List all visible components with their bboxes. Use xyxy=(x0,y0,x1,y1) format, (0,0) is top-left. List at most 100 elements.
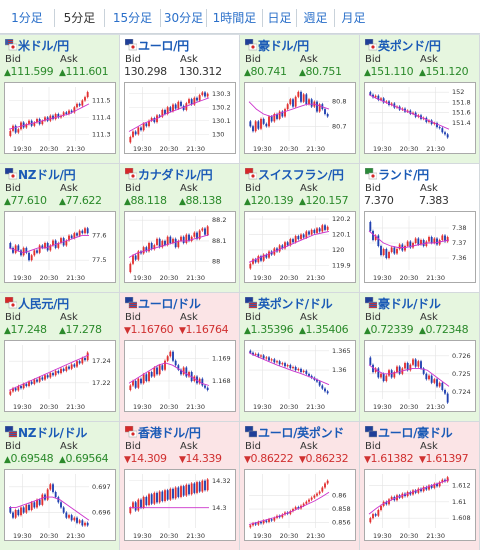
candle-body xyxy=(273,114,276,122)
tab-4[interactable]: 30分足 xyxy=(160,9,206,27)
currency-cell[interactable]: ランド/円 Bid Ask 7.370 7.383 7.38 7.37 7.36 19:30 20… xyxy=(360,164,480,293)
candle-body xyxy=(17,245,20,251)
pair-name-link[interactable]: ユーロ/豪ドル xyxy=(378,426,453,440)
candle-body xyxy=(406,363,409,371)
down-arrow-icon: ▼ xyxy=(124,455,131,465)
currency-cell[interactable]: ユーロ/円 Bid Ask 130.298 130.312 130.3 130.2 130.1… xyxy=(120,35,240,164)
currency-cell[interactable]: ユーロ/ドル Bid Ask ▼1.16760 ▼1.16764 1.169 1.168 19… xyxy=(120,293,240,422)
candle-body xyxy=(156,238,158,246)
candle-body xyxy=(142,247,145,254)
candle-body xyxy=(446,237,449,242)
candle-body xyxy=(174,487,177,499)
candle-body xyxy=(129,507,132,514)
pair-name-link[interactable]: 豪ドル/円 xyxy=(258,39,309,53)
bid-value: 130.298 xyxy=(124,65,167,78)
pair-name-link[interactable]: スイスフラン/円 xyxy=(258,168,344,182)
pair-name-link[interactable]: ユーロ/円 xyxy=(138,39,189,53)
candle-body xyxy=(273,517,276,521)
tab-5[interactable]: 1時間足 xyxy=(206,9,262,27)
candle-body xyxy=(12,512,14,518)
bid-price: 0.72339 xyxy=(370,323,414,336)
candle-body xyxy=(86,228,89,234)
tab-3[interactable]: 15分足 xyxy=(104,9,160,27)
candle-body xyxy=(305,94,308,105)
pair-name-link[interactable]: 豪ドル/ドル xyxy=(378,297,441,311)
candle-body xyxy=(169,107,172,112)
pair-name-link[interactable]: 人民元/円 xyxy=(18,297,69,311)
tab-6[interactable]: 日足 xyxy=(262,9,296,27)
candle-body xyxy=(65,240,68,246)
candle-body xyxy=(137,378,140,388)
candle-body xyxy=(438,382,441,387)
candle-body xyxy=(76,233,78,236)
tab-8[interactable]: 月足 xyxy=(334,9,372,27)
ask-value: ▼14.339 xyxy=(179,452,222,465)
pair-name-link[interactable]: 米ドル/円 xyxy=(18,39,69,53)
candle-body xyxy=(326,391,329,394)
candle-body xyxy=(36,250,38,253)
candle-body xyxy=(390,496,393,500)
x-tick-label: 21:30 xyxy=(426,403,445,411)
pair-name-link[interactable]: NZドル/ドル xyxy=(18,426,88,440)
candle-body xyxy=(268,357,270,361)
candle-body xyxy=(148,243,150,252)
y-tick-label: 0.696 xyxy=(92,509,111,517)
currency-cell[interactable]: 人民元/円 Bid Ask ▲17.248 ▲17.278 17.24 17.22 19:30… xyxy=(0,293,120,422)
ask-price: 1.61397 xyxy=(425,452,469,465)
candle-body xyxy=(326,480,329,484)
candle-body xyxy=(25,124,28,128)
pair-name-link[interactable]: カナダドル/円 xyxy=(138,168,213,182)
tab-2[interactable]: 5分足 xyxy=(54,9,104,27)
up-arrow-icon: ▲ xyxy=(4,68,11,78)
currency-cell[interactable]: 豪ドル/ドル Bid Ask ▲0.72339 ▲0.72348 0.726 0.725 0.… xyxy=(360,293,480,422)
candle-body xyxy=(382,373,385,381)
candle-body xyxy=(9,243,12,248)
candle-body xyxy=(33,502,36,508)
currency-cell[interactable]: NZドル/円 Bid Ask ▲77.610 ▲77.622 77.6 77.5 19:30 2… xyxy=(0,164,120,293)
candle-body xyxy=(380,373,382,378)
candle-body xyxy=(372,94,374,98)
candle-body xyxy=(302,234,305,238)
price-chart: 1.612 1.61 1.608 19:30 20:30 21:30 xyxy=(364,469,476,541)
ask-value: ▲0.69564 xyxy=(59,452,109,465)
pair-name-link[interactable]: 英ポンド/円 xyxy=(378,39,441,53)
pair-name-link[interactable]: 英ポンド/ドル xyxy=(258,297,333,311)
candle-body xyxy=(297,507,300,509)
currency-cell[interactable]: ユーロ/英ポンド Bid Ask ▼0.86222 ▼0.86232 0.86 0.858 0… xyxy=(240,422,360,550)
pair-name-link[interactable]: NZドル/円 xyxy=(18,168,76,182)
currency-cell[interactable]: NZドル/ドル Bid Ask ▲0.69548 ▲0.69564 0.697 0.696 1… xyxy=(0,422,120,550)
pair-name-link[interactable]: ユーロ/英ポンド xyxy=(258,426,344,440)
candle-body xyxy=(388,101,390,105)
currency-cell[interactable]: 香港ドル/円 Bid Ask ▼14.309 ▼14.339 14.32 14.3 19:30… xyxy=(120,422,240,550)
currency-cell[interactable]: ユーロ/豪ドル Bid Ask ▼1.61382 ▼1.61397 1.612 1.61 1.… xyxy=(360,422,480,550)
currency-cell[interactable]: 英ポンド/円 Bid Ask ▲151.110 ▲151.120 152 151.8 151.… xyxy=(360,35,480,164)
candle-body xyxy=(316,379,318,382)
candle-body xyxy=(396,249,398,254)
currency-cell[interactable]: 豪ドル/円 Bid Ask ▲80.741 ▲80.751 80.8 80.7 19:30 20… xyxy=(240,35,360,164)
y-tick-label: 111.4 xyxy=(92,113,111,121)
candle-body xyxy=(78,103,81,106)
currency-cell[interactable]: 米ドル/円 Bid Ask ▲111.599 ▲111.601 111.5 111.4 111… xyxy=(0,35,120,164)
ask-label: Ask xyxy=(300,441,318,452)
pair-name-link[interactable]: 香港ドル/円 xyxy=(138,426,201,440)
tab-7[interactable]: 週足 xyxy=(296,9,334,27)
pair-name-link[interactable]: ランド/円 xyxy=(378,168,429,182)
currency-cell[interactable]: 英ポンド/ドル Bid Ask ▲1.35396 ▲1.35406 1.365 1.36 19… xyxy=(240,293,360,422)
candle-body xyxy=(393,372,396,378)
currency-cell[interactable]: スイスフラン/円 Bid Ask ▲120.139 ▲120.157 120.2 120.1… xyxy=(240,164,360,293)
moving-average-line xyxy=(368,479,450,515)
candle-body xyxy=(265,254,268,258)
candle-body xyxy=(286,242,289,246)
candle-body xyxy=(444,390,446,394)
chart-svg: 17.24 17.22 19:30 20:30 21:30 xyxy=(8,345,111,411)
chart-svg: 152 151.8 151.6 151.4 19:30 20:30 21:30 xyxy=(368,87,471,153)
currency-cell[interactable]: カナダドル/円 Bid Ask ▲88.118 ▲88.138 88.2 88.1 88 19:… xyxy=(120,164,240,293)
pair-name-link[interactable]: ユーロ/ドル xyxy=(138,297,201,311)
ask-value: 130.312 xyxy=(179,65,222,78)
candle-body xyxy=(164,240,166,246)
candle-body xyxy=(374,235,377,240)
x-tick-label: 21:30 xyxy=(66,274,85,282)
candle-body xyxy=(36,499,38,508)
tab-1[interactable]: 1分足 xyxy=(11,11,43,25)
y-tick-label: 130 xyxy=(212,130,224,138)
